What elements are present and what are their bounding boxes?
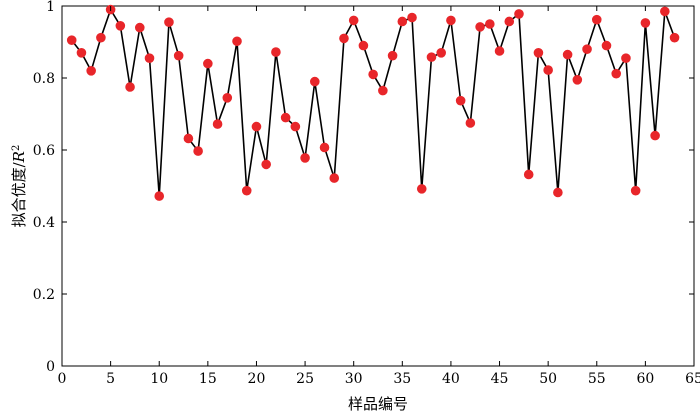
data-point: [358, 40, 369, 51]
y-tick-label: 0.6: [33, 143, 55, 159]
data-point: [66, 35, 77, 46]
data-point: [329, 173, 340, 183]
data-point: [183, 133, 194, 144]
data-point: [115, 21, 126, 31]
data-point: [485, 19, 495, 29]
x-tick-label: 5: [106, 371, 115, 387]
data-point: [125, 82, 135, 92]
data-point: [290, 121, 301, 132]
data-point: [280, 112, 291, 123]
y-axis-title-sup: 2: [11, 145, 22, 151]
y-axis-title-var: R: [10, 151, 28, 163]
x-tick-label: 45: [491, 371, 509, 387]
data-point: [193, 146, 203, 156]
data-point: [475, 22, 485, 32]
data-point: [533, 48, 544, 58]
plot-frame: [61, 5, 695, 367]
data-point: [251, 121, 262, 132]
y-tick-label: 1: [46, 0, 55, 15]
data-point: [261, 159, 271, 170]
data-point: [562, 49, 573, 60]
data-point: [514, 9, 524, 19]
data-point: [426, 52, 437, 62]
data-point: [319, 142, 330, 153]
x-tick-label: 0: [58, 371, 67, 387]
data-point: [387, 50, 398, 61]
data-point: [660, 6, 670, 17]
data-point: [212, 119, 223, 129]
data-point: [601, 40, 612, 51]
x-tick-label: 15: [199, 371, 217, 387]
x-tick-label: 20: [248, 371, 266, 387]
series-line: [71, 7, 676, 197]
data-point: [300, 153, 310, 163]
x-tick-label: 25: [296, 371, 314, 387]
x-tick-label: 60: [636, 371, 654, 387]
x-tick-label: 10: [150, 371, 168, 387]
data-point: [232, 36, 242, 47]
y-tick-label: 0.8: [33, 71, 55, 87]
data-point: [154, 191, 165, 201]
data-point: [144, 53, 155, 64]
data-point: [222, 93, 233, 103]
data-point: [465, 118, 476, 128]
data-point: [416, 184, 427, 194]
data-point: [397, 16, 408, 27]
data-point: [241, 185, 252, 196]
data-point: [271, 47, 281, 57]
data-point: [164, 17, 174, 28]
plot-area: [61, 4, 695, 367]
data-point: [134, 22, 145, 33]
data-point: [591, 14, 602, 25]
data-point: [378, 85, 388, 96]
y-axis-ticks: 0 0.2 0.4 0.6 0.8 1: [33, 0, 694, 375]
data-point: [455, 95, 466, 106]
x-axis-ticks: 0 5 10 15 20 25 30 35 40 45 50 55 60 65: [58, 6, 700, 387]
data-point: [310, 76, 320, 87]
data-point: [203, 58, 213, 69]
data-point: [446, 15, 456, 26]
data-point: [650, 130, 660, 141]
data-point: [86, 66, 96, 76]
data-point: [630, 185, 641, 196]
data-point: [553, 187, 563, 198]
data-point: [669, 32, 680, 43]
data-point: [582, 44, 592, 55]
data-point: [407, 12, 417, 23]
x-tick-label: 40: [442, 371, 460, 387]
x-tick-label: 50: [539, 371, 557, 387]
data-point: [572, 75, 583, 85]
data-point: [76, 48, 87, 58]
data-point: [96, 32, 106, 43]
y-axis-title: 拟合优度/R2: [10, 145, 28, 228]
data-point: [494, 46, 505, 56]
data-point: [504, 16, 515, 27]
data-point: [640, 18, 651, 28]
data-point: [621, 53, 631, 64]
data-point: [523, 169, 534, 180]
data-point: [173, 50, 184, 61]
y-tick-label: 0.4: [33, 215, 55, 231]
data-point: [543, 65, 553, 75]
y-tick-label: 0: [46, 359, 55, 375]
x-axis-title: 样品编号: [348, 395, 408, 413]
data-point: [348, 15, 359, 26]
x-tick-label: 30: [345, 371, 363, 387]
data-point: [436, 48, 447, 58]
x-tick-label: 55: [588, 371, 606, 387]
data-point: [339, 33, 349, 44]
y-axis-title-text: 拟合优度/: [10, 161, 28, 227]
y-tick-label: 0.2: [33, 287, 55, 303]
data-point: [368, 69, 378, 80]
x-tick-label: 35: [393, 371, 411, 387]
data-point: [611, 68, 622, 79]
x-tick-label: 65: [685, 371, 700, 387]
